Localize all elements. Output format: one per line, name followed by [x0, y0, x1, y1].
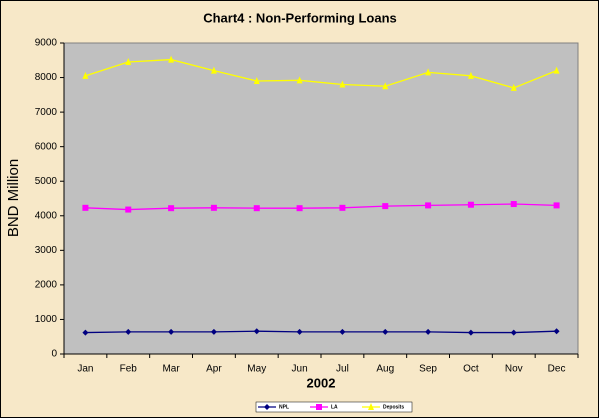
chart-title: Chart4 : Non-Performing Loans	[203, 10, 397, 25]
data-point	[553, 66, 560, 74]
x-tick-label: Mar	[162, 364, 180, 375]
y-tick-label: 8000	[35, 72, 58, 83]
plot-area	[63, 42, 579, 355]
data-point	[125, 58, 132, 66]
data-point	[296, 76, 303, 84]
data-point	[296, 328, 303, 335]
data-point	[339, 328, 346, 335]
x-tick-label: Jan	[77, 364, 93, 375]
data-point	[553, 328, 560, 335]
x-tick-label: Oct	[463, 364, 479, 375]
data-point	[210, 66, 217, 74]
data-point	[82, 329, 89, 336]
data-point	[125, 206, 132, 213]
data-point	[82, 71, 89, 79]
data-point	[510, 329, 517, 336]
y-tick-label: 0	[51, 349, 57, 360]
data-point	[168, 328, 175, 335]
legend-label: NPL	[279, 404, 289, 410]
y-tick-label: 2000	[35, 280, 58, 291]
legend-marker	[316, 404, 322, 410]
data-point	[467, 201, 474, 208]
x-tick-label: Nov	[505, 364, 523, 375]
data-point	[425, 68, 432, 76]
data-point	[253, 205, 260, 212]
x-tick-label: Aug	[376, 364, 394, 375]
data-point	[168, 55, 175, 63]
data-point	[382, 203, 389, 210]
data-point	[425, 202, 432, 209]
legend-marker	[368, 403, 374, 410]
series-line	[85, 58, 557, 89]
y-tick-label: 4000	[35, 210, 58, 221]
x-tick-label: Jul	[336, 364, 349, 375]
series-line	[85, 203, 557, 211]
y-tick-label: 9000	[35, 38, 58, 49]
y-tick-label: 1000	[35, 314, 58, 325]
data-point	[425, 328, 432, 335]
data-point	[210, 328, 217, 335]
data-point	[339, 204, 346, 211]
x-axis-label: 2002	[307, 375, 336, 390]
x-tick-label: Jun	[292, 364, 308, 375]
x-tick-label: Feb	[120, 364, 138, 375]
data-point	[82, 204, 89, 211]
data-point	[253, 77, 260, 85]
legend	[255, 401, 413, 413]
data-point	[382, 82, 389, 90]
x-tick-label: Dec	[548, 364, 566, 375]
data-point	[553, 202, 560, 209]
data-point	[125, 328, 132, 335]
y-tick-label: 5000	[35, 176, 58, 187]
series-line	[85, 330, 557, 334]
data-point	[168, 205, 175, 212]
y-tick-label: 3000	[35, 245, 58, 256]
legend-label: LA	[331, 404, 338, 410]
x-tick-label: Sep	[419, 364, 437, 375]
data-point	[467, 329, 474, 336]
x-tick-label: Apr	[206, 364, 222, 375]
data-point	[510, 83, 517, 91]
legend-label: Deposits	[383, 404, 404, 410]
data-point	[510, 201, 517, 208]
legend-marker	[264, 404, 270, 410]
data-point	[382, 328, 389, 335]
data-point	[296, 205, 303, 212]
y-axis-label: BND Million	[5, 159, 22, 237]
data-point	[339, 80, 346, 88]
data-point	[210, 204, 217, 211]
y-tick-label: 7000	[35, 107, 58, 118]
data-point	[253, 328, 260, 335]
data-point	[467, 71, 474, 79]
x-tick-label: May	[247, 364, 266, 375]
y-tick-label: 6000	[35, 141, 58, 152]
